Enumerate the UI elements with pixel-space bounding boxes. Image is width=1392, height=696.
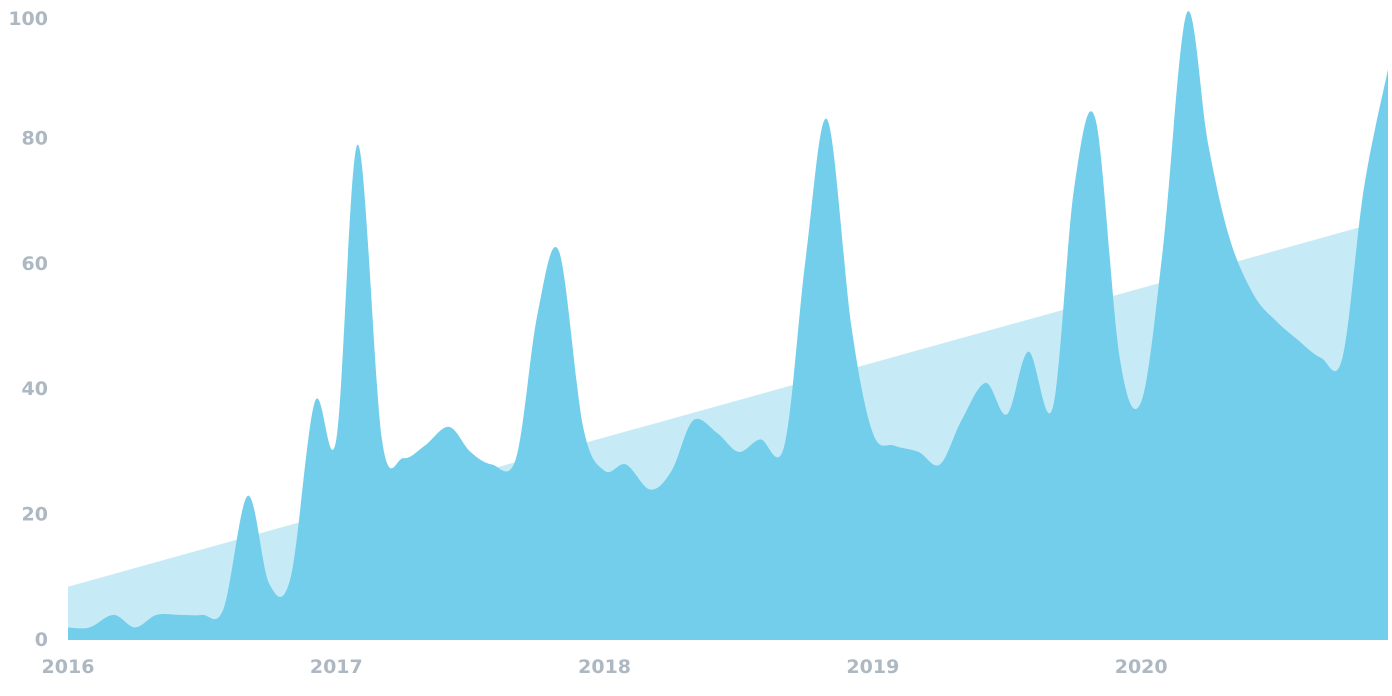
y-tick-label: 20: [22, 504, 48, 526]
y-tick-label: 0: [35, 629, 48, 651]
y-tick-label: 100: [8, 8, 48, 30]
y-tick-label: 40: [22, 378, 48, 400]
x-tick-label: 2016: [42, 656, 95, 678]
x-tick-label: 2018: [578, 656, 631, 678]
series-area: [68, 11, 1388, 641]
x-tick-label: 2017: [310, 656, 363, 678]
x-tick-label: 2019: [846, 656, 899, 678]
y-tick-label: 60: [22, 253, 48, 275]
y-tick-label: 80: [22, 127, 48, 149]
y-axis: 0 20 40 60 80 100: [8, 8, 48, 651]
plot-area: [68, 11, 1388, 641]
x-tick-label: 2020: [1115, 656, 1168, 678]
x-axis: 2016 2017 2018 2019 2020: [42, 656, 1168, 678]
